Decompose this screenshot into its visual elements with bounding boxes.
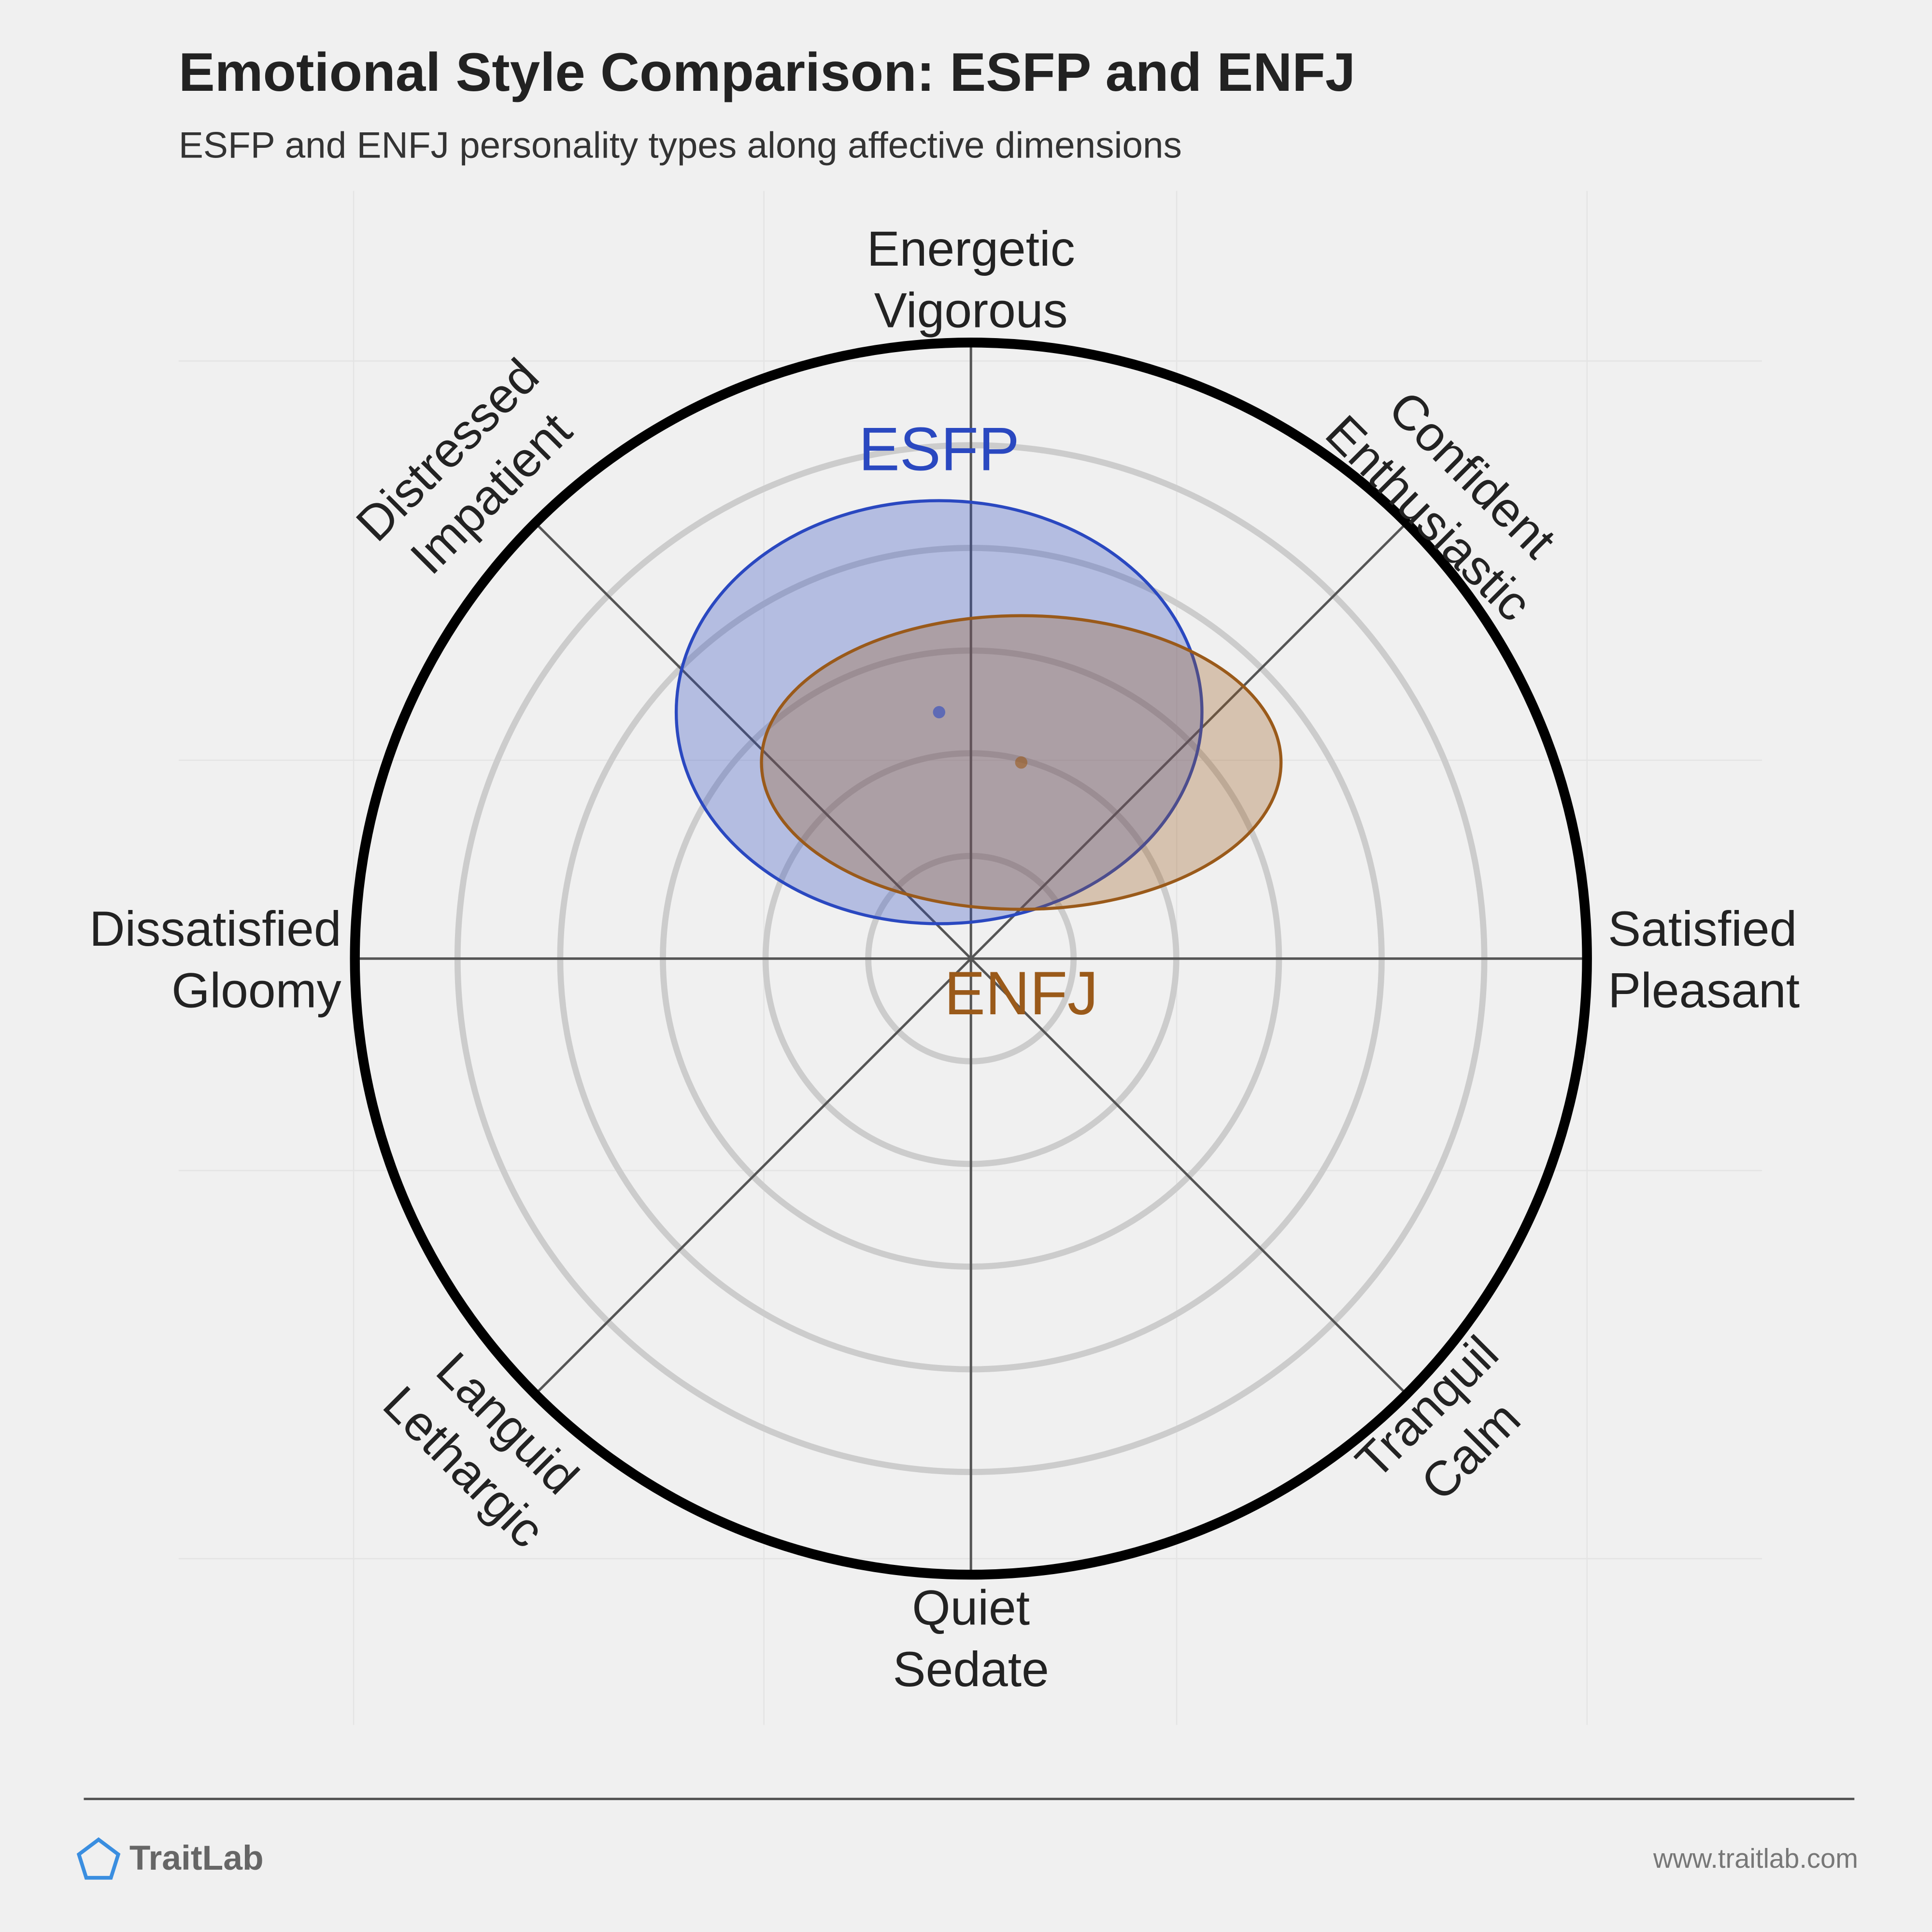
axis-label: Energetic Vigorous xyxy=(867,221,1075,338)
axis-line xyxy=(534,522,972,960)
axis-label: Satisfied Pleasant xyxy=(1608,901,1800,1018)
axis-label-line: Pleasant xyxy=(1608,963,1800,1018)
series-label: ESFP xyxy=(859,415,1020,483)
axis-label: Quiet Sedate xyxy=(893,1580,1049,1697)
chart-subtitle: ESFP and ENFJ personality types along af… xyxy=(179,125,1182,166)
type-center xyxy=(1015,756,1028,769)
axis-line xyxy=(970,522,1407,960)
axis-label-line: Sedate xyxy=(893,1642,1049,1697)
url[interactable]: www.traitlab.com xyxy=(1653,1843,1858,1874)
axis-label-line: Dissatisfied xyxy=(89,901,341,956)
axis-label-line: Satisfied xyxy=(1608,901,1797,956)
axis-label-line: Vigorous xyxy=(874,283,1068,338)
axis-label: Dissatisfied Gloomy xyxy=(89,901,341,1018)
outer-ring xyxy=(350,337,1592,1580)
series-label: ENFJ xyxy=(944,959,1098,1028)
axis-label-line: Energetic xyxy=(867,221,1075,276)
axis-label-line: Quiet xyxy=(912,1580,1030,1635)
logo-icon xyxy=(76,1837,121,1880)
axis-label-line: Gloomy xyxy=(171,963,341,1018)
type-center xyxy=(933,706,946,719)
axis-line xyxy=(534,957,972,1395)
axis-line xyxy=(970,957,1407,1395)
chart-title: Emotional Style Comparison: ESFP and ENF… xyxy=(179,42,1355,102)
brand: TraitLab xyxy=(129,1839,264,1877)
